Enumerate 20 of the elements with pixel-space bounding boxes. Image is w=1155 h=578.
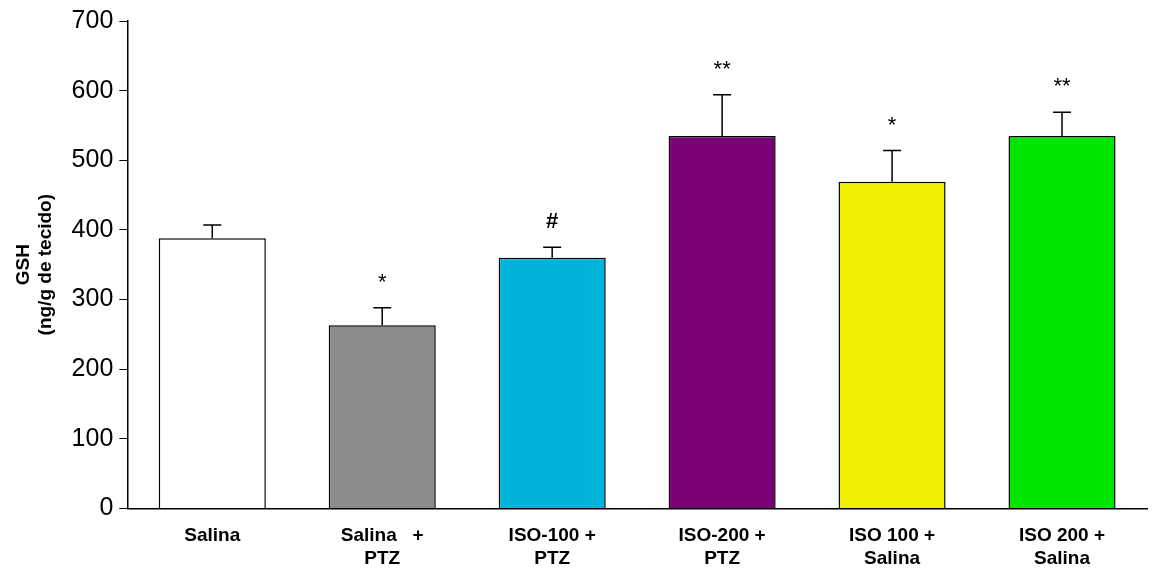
x-tick-label: ISO 100 + Salina (849, 524, 936, 568)
x-tick-label: Salina + PTZ (340, 524, 424, 568)
y-tick-label: 700 (71, 4, 114, 33)
y-tick-label: 600 (71, 74, 114, 103)
annotation: # (546, 208, 559, 234)
annotation: * (377, 268, 387, 294)
annotation: ** (713, 55, 732, 81)
y-tick-label: 400 (71, 213, 114, 242)
y-axis-title: GSH (ng/g de tecido) (11, 193, 56, 336)
y-tick-label: 100 (71, 422, 114, 451)
y-tick-label: 300 (71, 283, 114, 312)
y-tick-label: 200 (71, 353, 114, 382)
annotation: * (887, 111, 897, 137)
x-tick-label: Salina (184, 524, 241, 546)
x-tick-label: ISO-200 + PTZ (678, 524, 766, 568)
y-tick-label: 500 (71, 144, 114, 173)
y-tick-label: 0 (99, 492, 114, 521)
x-tick-label: ISO 200 + Salina (1018, 524, 1106, 568)
annotation: ** (1053, 73, 1072, 99)
x-tick-label: ISO-100 + PTZ (508, 524, 596, 568)
